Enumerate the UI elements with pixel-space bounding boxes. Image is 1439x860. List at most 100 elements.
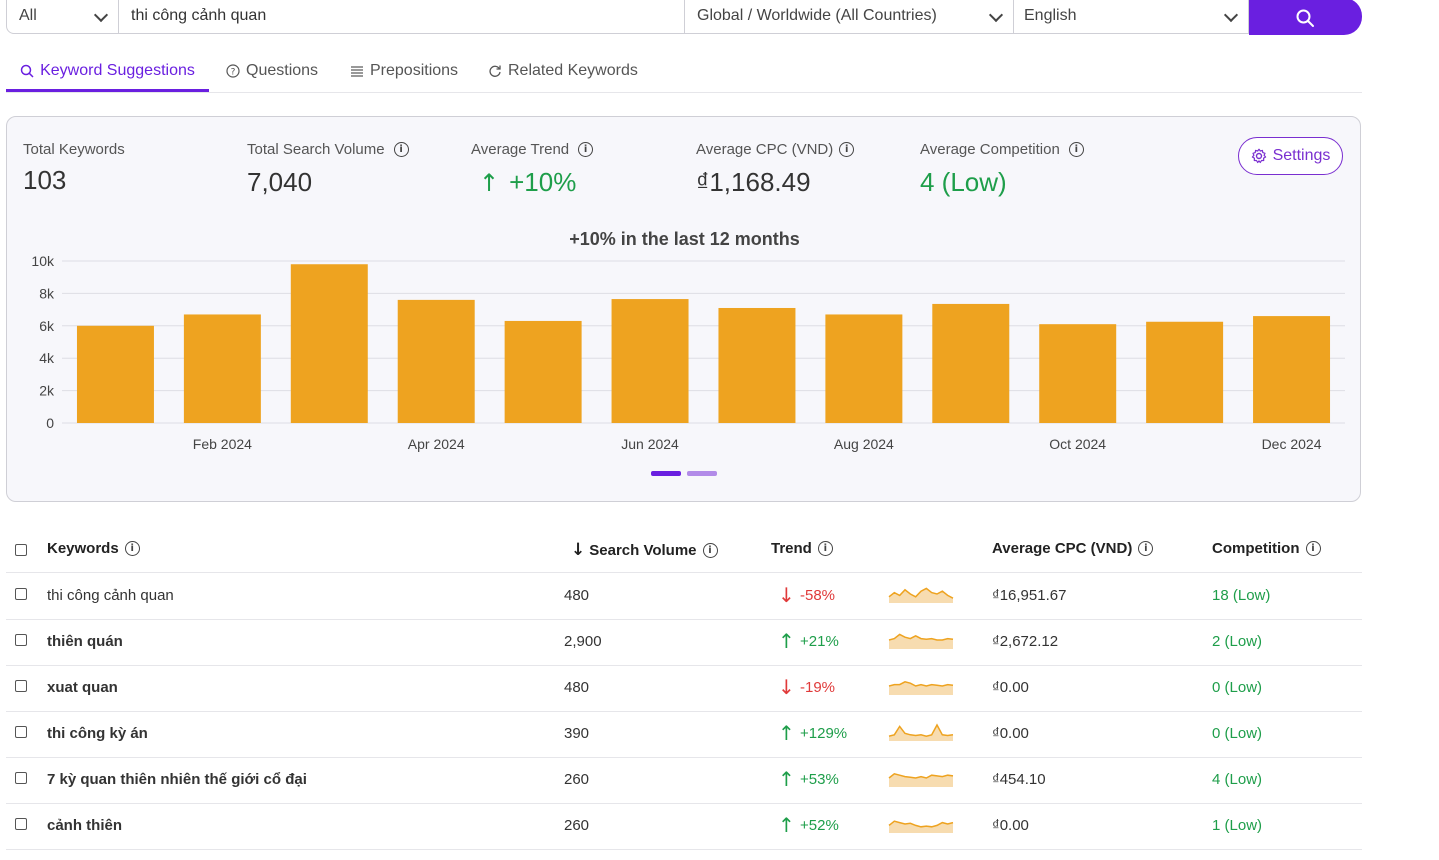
table-row[interactable]: xuat quan 480 ↓ -19% ₫0.00 0 (Low): [6, 665, 1362, 712]
keyword-link[interactable]: cảnh thiên: [47, 817, 123, 834]
y-tick-label: 10k: [31, 253, 55, 269]
info-icon[interactable]: i: [702, 542, 718, 558]
header-cpc-label: Average CPC (VND): [992, 540, 1133, 557]
row-checkbox[interactable]: [15, 634, 27, 646]
tab-prepositions[interactable]: Prepositions: [350, 52, 458, 90]
row-checkbox[interactable]: [15, 726, 27, 738]
table-row[interactable]: 7 kỳ quan thiên nhiên thế giới cổ đại 26…: [6, 757, 1362, 804]
bar-jul-2024[interactable]: [718, 307, 796, 423]
info-icon[interactable]: i: [393, 142, 409, 157]
info-icon[interactable]: i: [578, 142, 594, 157]
info-icon[interactable]: i: [1305, 541, 1321, 556]
avg-trend-label: Average Trend i: [471, 141, 594, 158]
settings-label: Settings: [1272, 147, 1331, 164]
info-icon[interactable]: i: [839, 142, 855, 157]
competition-value: 4 (Low): [1212, 771, 1263, 788]
country-select[interactable]: Global / Worldwide (All Countries): [684, 0, 1014, 34]
row-checkbox[interactable]: [15, 588, 27, 600]
total-keywords-label-text: Total Keywords: [23, 141, 125, 158]
y-tick-label: 6k: [39, 318, 55, 334]
info-icon[interactable]: i: [1138, 541, 1154, 556]
sparkline-line: [888, 820, 954, 828]
keyword-link[interactable]: xuat quan: [47, 679, 118, 696]
bar-jun-2024[interactable]: [611, 299, 689, 423]
total-volume-label: Total Search Volume i: [247, 141, 409, 158]
header-volume-label: Search Volume: [589, 541, 697, 559]
search-bar: All thi công cảnh quan Global / Worldwid…: [6, 0, 1362, 36]
cpc-value: ₫454.10: [992, 771, 1046, 788]
header-keywords[interactable]: Keywords i: [47, 540, 140, 557]
total-keywords-value: 103: [23, 165, 67, 195]
info-icon[interactable]: i: [1068, 142, 1084, 157]
tab-label: Related Keywords: [508, 62, 638, 79]
language-select-value: English: [1024, 7, 1077, 24]
list-icon: [351, 66, 363, 77]
keyword-link[interactable]: 7 kỳ quan thiên nhiên thế giới cổ đại: [47, 771, 307, 788]
keyword-link[interactable]: thiên quán: [47, 633, 123, 650]
cpc-value: ₫0.00: [992, 817, 1029, 834]
info-icon[interactable]: i: [817, 541, 833, 556]
table-row[interactable]: cảnh thiên 260 ↑ +52% ₫0.00 1 (Low): [6, 803, 1362, 850]
trend-value: +129%: [800, 725, 848, 742]
keyword-link[interactable]: thi công cảnh quan: [47, 587, 174, 604]
bar-aug-2024[interactable]: [825, 314, 903, 423]
search-button[interactable]: [1249, 0, 1362, 35]
tab-questions[interactable]: ? Questions: [226, 52, 318, 90]
row-checkbox[interactable]: [15, 680, 27, 692]
language-select[interactable]: English: [1013, 0, 1249, 34]
table-row[interactable]: thi công cảnh quan 480 ↓ -58% ₫16,951.67…: [6, 573, 1362, 620]
header-trend-label: Trend: [771, 540, 812, 557]
bar-sep-2024[interactable]: [932, 303, 1010, 423]
competition-value: 0 (Low): [1212, 725, 1263, 742]
competition-value: 2 (Low): [1212, 633, 1263, 650]
country-select-value: Global / Worldwide (All Countries): [697, 7, 937, 24]
search-input[interactable]: thi công cảnh quan: [118, 0, 685, 34]
bar-may-2024[interactable]: [504, 320, 582, 423]
y-tick-label: 8k: [39, 285, 55, 301]
settings-button[interactable]: Settings: [1238, 137, 1343, 175]
tab-bar: Keyword Suggestions ? Questions Preposit…: [6, 52, 1362, 93]
table-row[interactable]: thiên quán 2,900 ↑ +21% ₫2,672.12 2 (Low…: [6, 619, 1362, 666]
search-input-value: thi công cảnh quan: [131, 7, 267, 24]
gear-icon: [1251, 148, 1266, 164]
info-icon[interactable]: i: [124, 541, 140, 556]
chart-title: +10% in the last 12 months: [569, 229, 800, 249]
row-checkbox[interactable]: [15, 818, 27, 830]
sparkline: [888, 587, 954, 603]
sparkline-area: [889, 681, 953, 695]
row-checkbox[interactable]: [15, 772, 27, 784]
select-all-checkbox[interactable]: [15, 544, 27, 556]
header-competition[interactable]: Competition i: [1212, 540, 1321, 557]
sparkline-line: [888, 633, 954, 641]
bar-feb-2024[interactable]: [183, 314, 261, 423]
bar-oct-2024[interactable]: [1039, 324, 1117, 423]
keyword-link[interactable]: thi công kỳ án: [47, 725, 148, 742]
tab-related-keywords[interactable]: Related Keywords: [488, 52, 638, 90]
sparkline: [888, 820, 954, 833]
refresh-icon: [489, 65, 501, 77]
x-tick-label: Dec 2024: [1262, 436, 1322, 452]
bar-mar-2024[interactable]: [290, 264, 368, 423]
bar-jan-2024[interactable]: [76, 325, 154, 423]
carousel-dot-1[interactable]: [651, 471, 681, 476]
bar-apr-2024[interactable]: [397, 299, 475, 423]
scope-select-value: All: [19, 7, 37, 24]
sparkline: [888, 723, 954, 741]
question-circle-icon: ?: [226, 64, 240, 78]
tab-label: Questions: [246, 62, 319, 79]
arrow-up-icon: ↑: [778, 629, 795, 653]
header-trend[interactable]: Trend i: [771, 540, 833, 557]
bar-nov-2024[interactable]: [1146, 321, 1224, 423]
total-volume-value: 7,040: [247, 167, 313, 197]
trend-bar-chart: 0 2k 4k 6k 8k 10k Feb 2024 Apr 2024 Jun 2024 Aug …: [31, 253, 1345, 452]
scope-select[interactable]: All: [6, 0, 119, 34]
header-avg-cpc[interactable]: Average CPC (VND) i: [992, 540, 1154, 557]
avg-cpc-value: ₫1,168.49: [696, 167, 811, 197]
table-row[interactable]: thi công kỳ án 390 ↑ +129% ₫0.00 0 (Low): [6, 711, 1362, 758]
tab-keyword-suggestions[interactable]: Keyword Suggestions: [6, 52, 209, 92]
header-search-volume[interactable]: ↓ Search Volume i: [571, 540, 718, 560]
chevron-down-icon: [93, 7, 109, 23]
x-tick-label: Oct 2024: [1049, 436, 1106, 452]
carousel-dot-2[interactable]: [687, 471, 717, 476]
bar-dec-2024[interactable]: [1253, 316, 1331, 423]
